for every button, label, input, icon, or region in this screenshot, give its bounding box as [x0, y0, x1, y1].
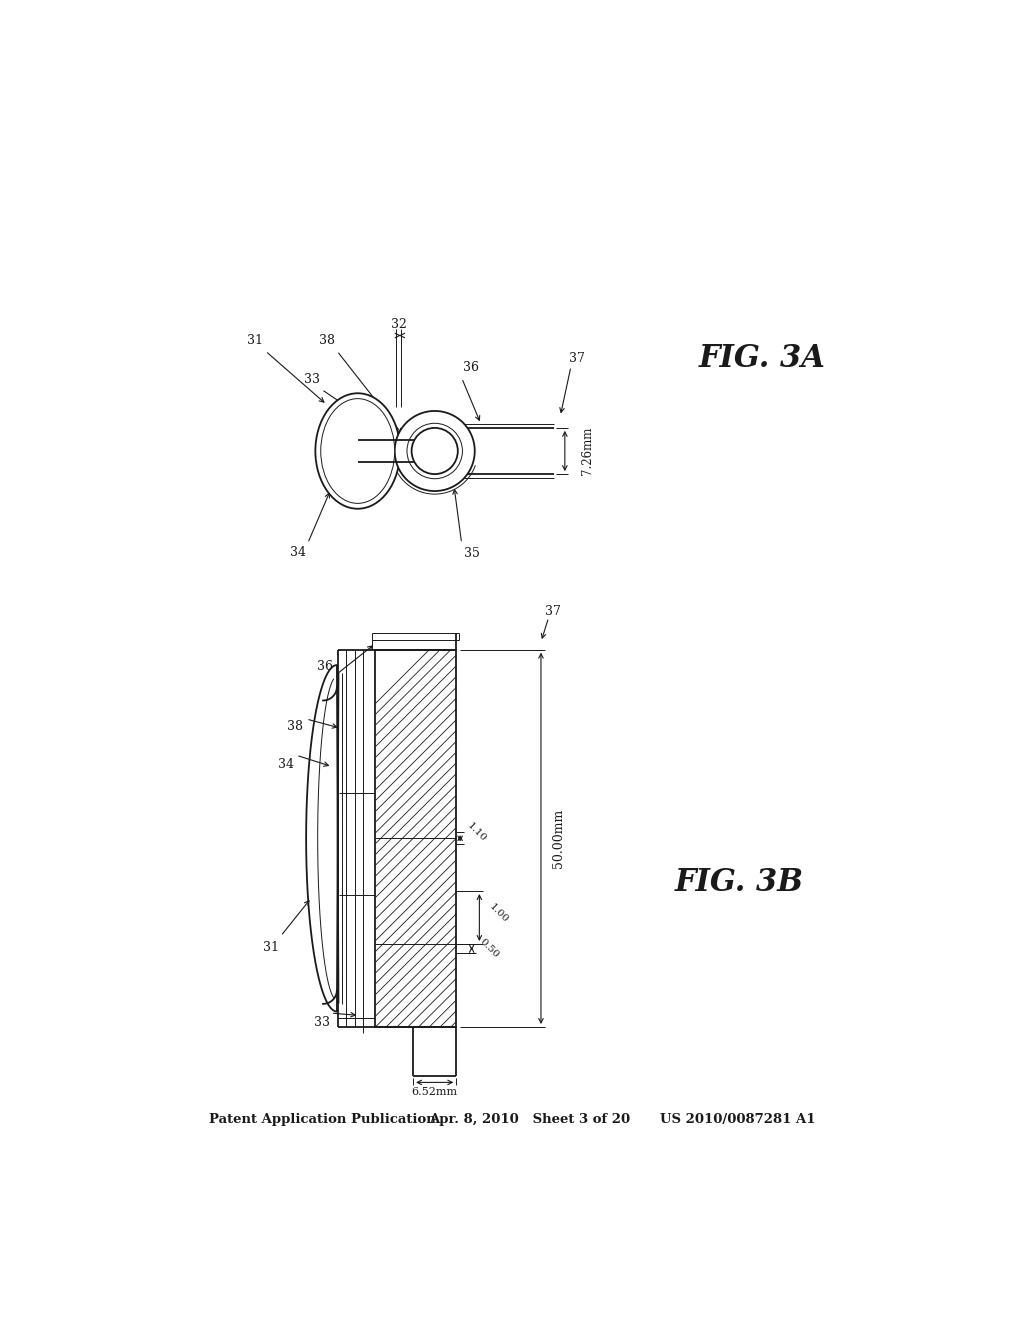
Text: 1.00: 1.00 [487, 903, 510, 925]
Text: 0.50: 0.50 [478, 937, 501, 960]
Bar [376, 649, 457, 1027]
Text: 37: 37 [545, 605, 560, 618]
Text: 33: 33 [313, 1016, 330, 1028]
Ellipse shape [394, 411, 475, 491]
Text: 1.10: 1.10 [466, 821, 488, 843]
Text: 6.52mm: 6.52mm [412, 1086, 458, 1097]
Text: 38: 38 [288, 721, 303, 733]
Text: 50.00mm: 50.00mm [552, 809, 565, 869]
Text: 37: 37 [569, 352, 585, 366]
Text: FIG. 3A: FIG. 3A [698, 343, 825, 374]
Text: 34: 34 [291, 546, 306, 560]
Ellipse shape [315, 393, 400, 508]
Text: 34: 34 [279, 758, 294, 771]
Text: 36: 36 [316, 660, 333, 673]
Text: US 2010/0087281 A1: US 2010/0087281 A1 [660, 1113, 816, 1126]
Text: 31: 31 [248, 334, 263, 347]
Ellipse shape [412, 428, 458, 474]
Text: 7.26mm: 7.26mm [581, 426, 594, 475]
Text: 32: 32 [390, 318, 407, 331]
Ellipse shape [407, 424, 463, 479]
Text: 36: 36 [463, 362, 479, 375]
Text: FIG. 3B: FIG. 3B [675, 867, 804, 898]
Text: Apr. 8, 2010   Sheet 3 of 20: Apr. 8, 2010 Sheet 3 of 20 [429, 1113, 631, 1126]
Text: 33: 33 [303, 372, 319, 385]
Text: 35: 35 [464, 546, 479, 560]
Text: 31: 31 [263, 941, 280, 954]
Text: Patent Application Publication: Patent Application Publication [209, 1113, 436, 1126]
Ellipse shape [321, 399, 394, 503]
Text: 38: 38 [318, 334, 335, 347]
